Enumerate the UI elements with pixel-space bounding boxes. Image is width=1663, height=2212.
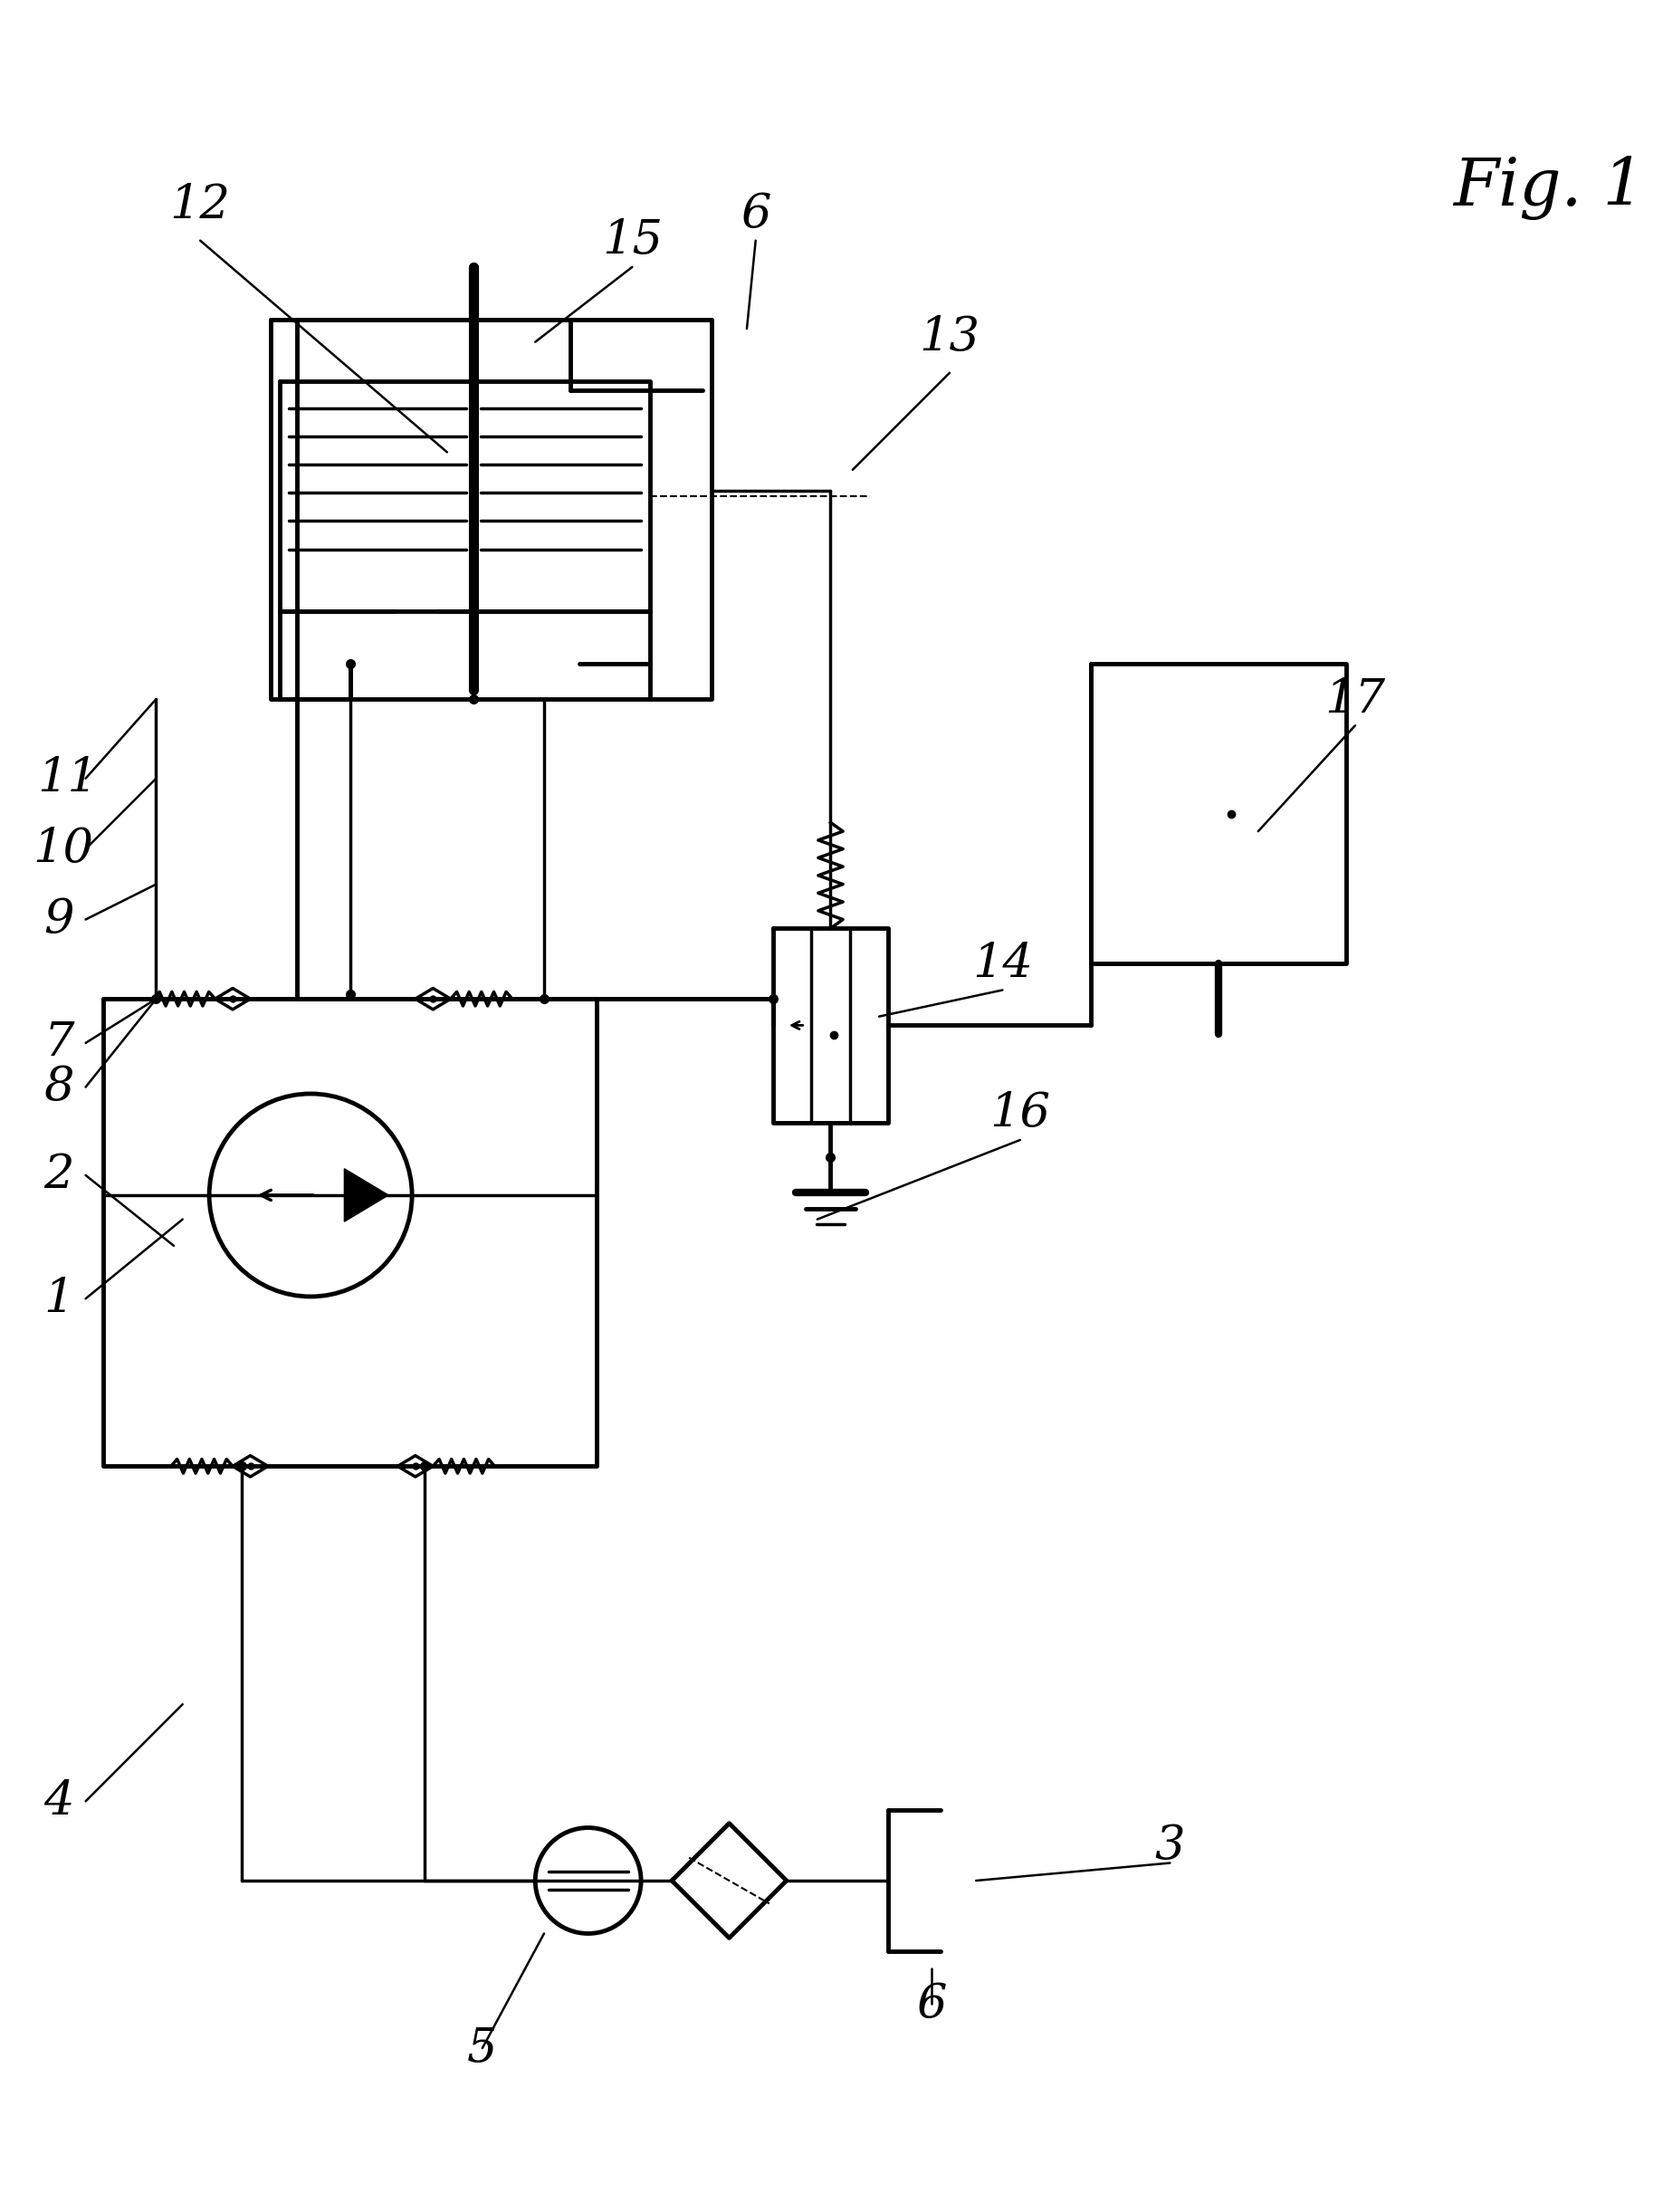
Text: 15: 15 [602,217,662,263]
Text: 10: 10 [33,825,93,872]
Text: 12: 12 [170,181,231,228]
Text: 5: 5 [467,2024,497,2070]
Text: 3: 3 [1154,1823,1186,1869]
Text: 2: 2 [43,1152,75,1199]
Text: 6: 6 [740,190,772,237]
Text: 4: 4 [43,1778,75,1825]
Text: 7: 7 [43,1020,75,1066]
Text: 16: 16 [989,1091,1051,1137]
Text: 14: 14 [973,940,1033,987]
Text: 6: 6 [916,1982,948,2026]
Text: 1: 1 [43,1276,75,1323]
Text: 13: 13 [920,314,980,361]
Text: 17: 17 [1325,677,1385,721]
Text: 8: 8 [43,1064,75,1110]
Text: 9: 9 [43,896,75,942]
Text: Fig. 1: Fig. 1 [1453,155,1645,219]
Polygon shape [344,1168,389,1221]
Text: 11: 11 [38,754,98,801]
